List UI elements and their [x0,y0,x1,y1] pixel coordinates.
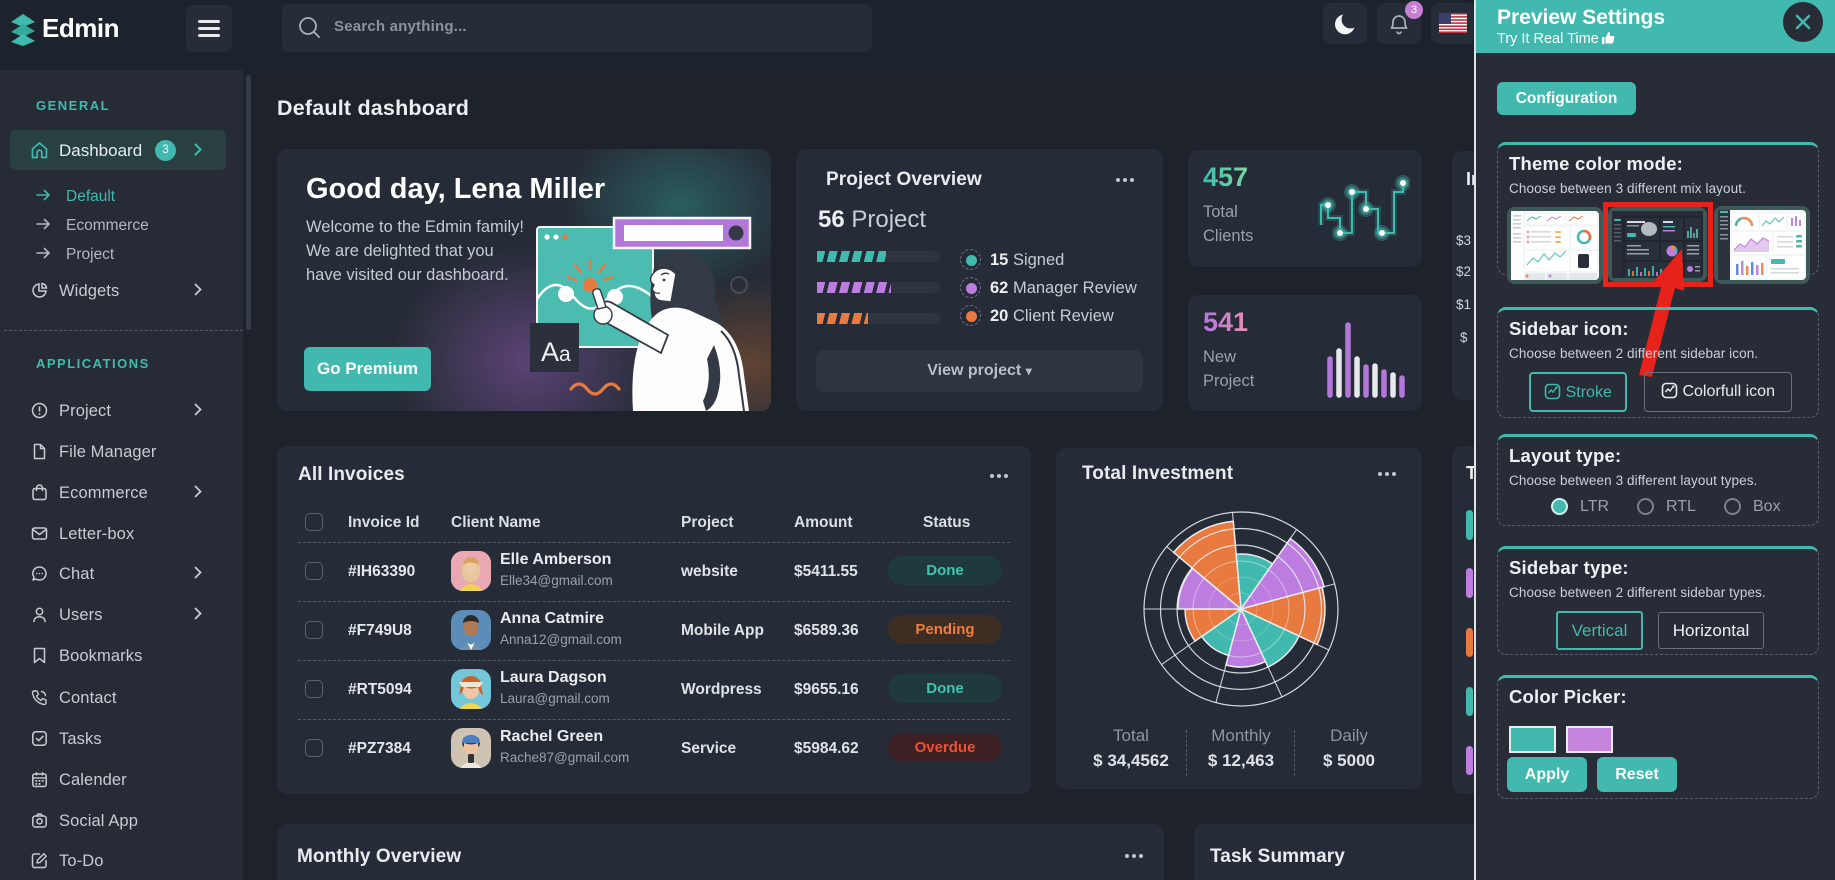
svg-text:a: a [559,343,571,366]
svg-text:A: A [541,337,559,367]
